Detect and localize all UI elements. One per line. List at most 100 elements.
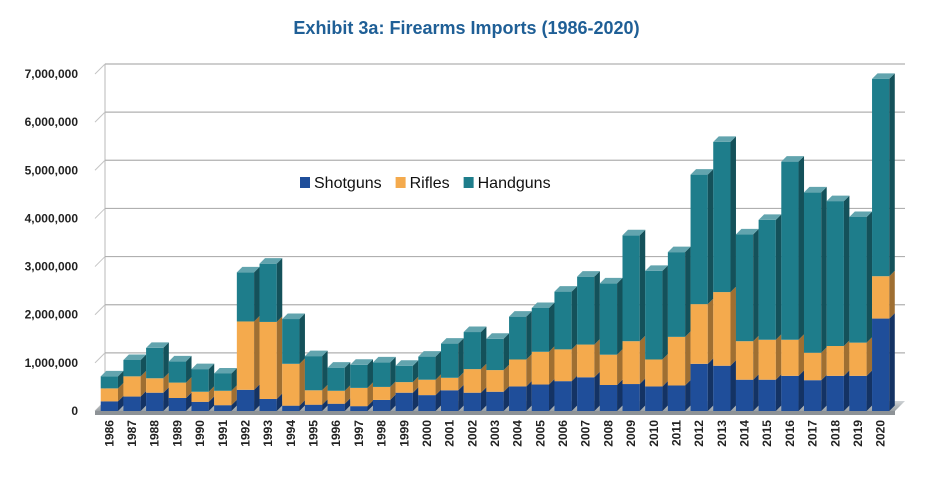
bar-handguns-1997 [350, 364, 368, 388]
bar-top-handguns-1990 [191, 363, 215, 370]
gridline-slant [94, 208, 106, 219]
bar-shotguns-2017 [803, 380, 822, 411]
y-tick-label: 1,000,000 [25, 356, 79, 370]
x-tick-label: 2000 [420, 420, 434, 447]
bar-side-rifles-1995 [322, 384, 328, 405]
bar-side-rifles-2018 [843, 340, 850, 376]
bar-stack-1999 [395, 360, 419, 411]
bar-side-shotguns-1996 [344, 398, 351, 411]
bar-side-rifles-1997 [367, 382, 374, 407]
gridline-slant [94, 111, 106, 123]
x-tick-label: 2018 [828, 420, 842, 447]
bar-side-handguns-2016 [798, 156, 805, 340]
bar-side-handguns-2006 [571, 286, 578, 350]
bar-shotguns-2006 [554, 381, 572, 411]
bar-side-handguns-1990 [208, 363, 215, 392]
bar-top-handguns-2008 [599, 277, 623, 284]
bar-side-rifles-2000 [435, 374, 442, 396]
bar-rifles-2005 [531, 351, 549, 385]
y-tick-label: 7,000,000 [25, 67, 79, 81]
bar-side-rifles-2001 [458, 372, 464, 391]
bar-shotguns-1997 [350, 406, 368, 411]
bar-shotguns-1995 [304, 404, 323, 411]
x-tick-label: 1991 [216, 420, 230, 447]
bar-shotguns-1988 [146, 392, 164, 411]
bar-side-handguns-2003 [503, 333, 510, 371]
bar-side-shotguns-2017 [821, 374, 827, 411]
x-tick-label: 2011 [669, 420, 683, 446]
bar-top-handguns-2001 [441, 338, 464, 344]
x-tick-label: 2007 [579, 420, 593, 447]
bar-rifles-2018 [826, 346, 844, 376]
bar-side-handguns-2012 [707, 169, 714, 305]
bar-stack-2020 [872, 73, 895, 411]
bar-side-shotguns-2018 [843, 370, 850, 411]
bar-top-handguns-2013 [713, 136, 736, 142]
bar-side-shotguns-1988 [163, 387, 169, 411]
bar-shotguns-2008 [599, 385, 618, 411]
bar-top-handguns-2012 [690, 169, 714, 175]
bar-rifles-1993 [259, 321, 277, 399]
x-tick-label: 1998 [375, 420, 389, 447]
bar-stack-2005 [531, 302, 555, 411]
bar-side-shotguns-2011 [685, 379, 691, 411]
chart-title: Exhibit 3a: Firearms Imports (1986-2020) [293, 18, 640, 38]
x-tick-label: 2003 [488, 420, 502, 447]
bar-side-handguns-2018 [843, 195, 850, 347]
bar-shotguns-2007 [577, 377, 595, 411]
bar-side-handguns-1998 [390, 356, 396, 387]
bar-side-handguns-1995 [322, 350, 328, 391]
bar-rifles-2017 [803, 352, 822, 381]
x-tick-label: 1999 [397, 420, 411, 447]
legend-label-rifles: Rifles [410, 175, 450, 192]
bar-handguns-1995 [304, 356, 323, 391]
bar-side-shotguns-2002 [480, 387, 487, 411]
bar-handguns-1987 [123, 359, 141, 377]
bar-top-handguns-2000 [418, 351, 442, 357]
bar-stack-1992 [236, 266, 260, 411]
bar-side-handguns-2011 [685, 246, 691, 337]
bar-handguns-2003 [486, 338, 504, 371]
bar-top-handguns-2018 [826, 195, 850, 202]
bar-handguns-2008 [599, 283, 618, 355]
bar-side-shotguns-1993 [276, 393, 283, 411]
bar-shotguns-1993 [259, 398, 277, 411]
bar-side-handguns-1996 [344, 362, 351, 391]
bar-top-handguns-2015 [758, 214, 782, 220]
bar-shotguns-2010 [645, 386, 663, 411]
bar-side-rifles-2006 [571, 343, 578, 382]
bar-rifles-1997 [350, 387, 368, 407]
bar-top-handguns-1989 [168, 355, 192, 362]
y-tick-label: 0 [71, 404, 78, 418]
bar-side-rifles-2009 [639, 335, 646, 385]
gridline-slant [94, 159, 106, 171]
bar-side-shotguns-1998 [390, 394, 396, 411]
bar-top-handguns-2009 [622, 229, 646, 236]
bar-top-handguns-2020 [872, 73, 895, 79]
bar-side-handguns-2005 [548, 302, 555, 352]
bar-rifles-1994 [282, 363, 300, 406]
x-tick-label: 1988 [148, 420, 162, 447]
bar-rifles-1992 [236, 321, 255, 390]
bar-rifles-1999 [395, 382, 413, 393]
bar-shotguns-2012 [690, 363, 708, 411]
bar-rifles-2004 [509, 359, 527, 387]
bar-side-rifles-2011 [685, 331, 691, 386]
bar-rifles-2019 [849, 342, 867, 376]
bar-side-shotguns-2010 [662, 380, 668, 411]
bar-handguns-2007 [577, 276, 595, 345]
bar-side-handguns-2001 [458, 338, 464, 378]
bar-handguns-2002 [463, 332, 481, 370]
bar-side-handguns-2014 [753, 228, 759, 342]
bar-rifles-1989 [168, 382, 187, 399]
bar-side-shotguns-1991 [231, 399, 237, 411]
bar-side-rifles-1992 [254, 315, 260, 390]
bar-side-rifles-2017 [821, 347, 827, 381]
bar-top-handguns-2010 [645, 265, 668, 271]
bar-stack-2009 [622, 229, 646, 411]
bar-rifles-2012 [690, 304, 708, 364]
bar-shotguns-2001 [441, 390, 459, 411]
bar-handguns-2019 [849, 216, 867, 343]
bar-side-rifles-2020 [889, 270, 895, 319]
